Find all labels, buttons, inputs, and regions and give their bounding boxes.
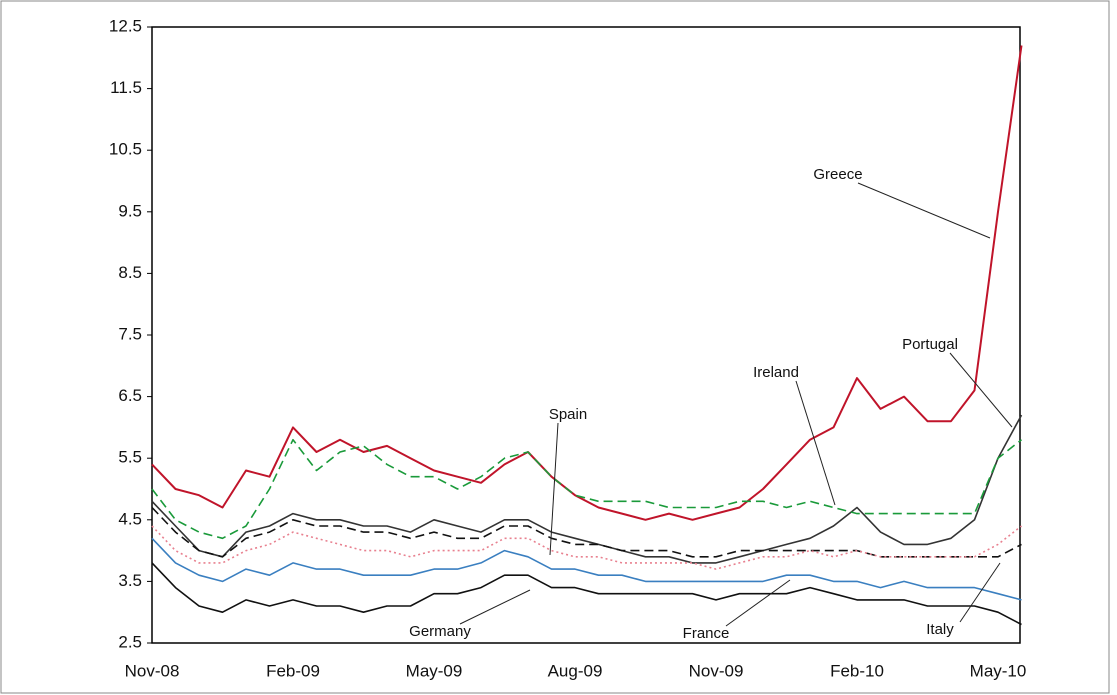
y-tick-label: 9.5	[118, 201, 142, 220]
y-tick-label: 7.5	[118, 324, 142, 343]
x-tick-label: Nov-09	[689, 661, 744, 680]
series-line	[151, 414, 1023, 564]
y-tick-label: 10.5	[109, 140, 142, 159]
series-line	[151, 438, 1022, 540]
series-annotation: Germany	[409, 623, 471, 640]
x-tick-label: Feb-09	[266, 661, 320, 680]
annotation-arrow	[795, 380, 836, 506]
annotation-arrow	[949, 352, 1013, 428]
series-annotation: Italy	[926, 621, 954, 638]
y-tick-label: 4.5	[118, 509, 142, 528]
series-line	[151, 562, 1022, 626]
y-tick-label: 5.5	[118, 448, 142, 467]
series-line	[151, 537, 1022, 601]
y-tick-label: 12.5	[109, 16, 142, 35]
y-tick-label: 6.5	[118, 386, 142, 405]
y-tick-label: 11.5	[110, 78, 142, 97]
series-annotation: France	[683, 625, 730, 642]
annotation-arrow	[857, 182, 991, 239]
annotation-arrow	[959, 562, 1001, 623]
x-tick-label: May-10	[970, 661, 1027, 680]
x-tick-label: Feb-10	[830, 661, 884, 680]
series-line	[151, 506, 1022, 558]
series-annotation: Ireland	[753, 364, 799, 381]
series-annotation: Spain	[549, 406, 587, 423]
x-tick-label: May-09	[406, 661, 463, 680]
y-tick-label: 2.5	[118, 632, 142, 651]
series-line	[151, 525, 1022, 570]
annotation-arrow	[459, 589, 531, 625]
series-annotation: Portugal	[902, 336, 958, 353]
x-tick-label: Nov-08	[125, 661, 180, 680]
annotation-arrow	[725, 579, 791, 627]
series-line	[151, 45, 1023, 521]
plot-frame	[151, 26, 1021, 644]
x-tick-label: Aug-09	[548, 661, 603, 680]
y-tick-label: 8.5	[118, 263, 142, 282]
series-annotation: Greece	[813, 166, 862, 183]
annotation-arrow	[549, 422, 559, 556]
y-tick-label: 3.5	[118, 571, 142, 590]
